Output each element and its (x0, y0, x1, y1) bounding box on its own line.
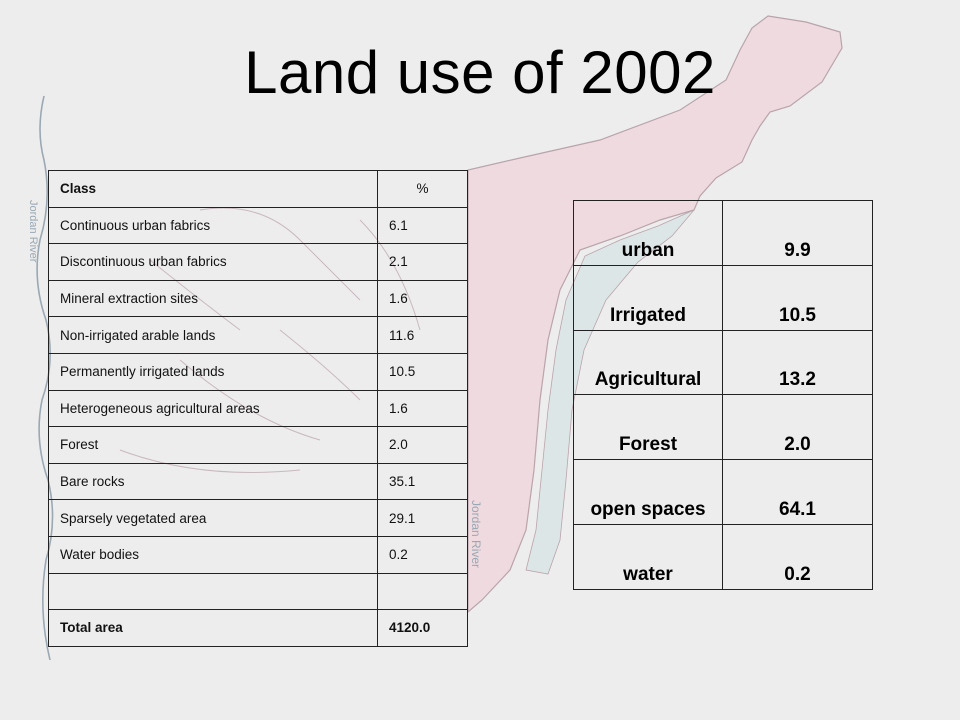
percent-cell: 35.1 (377, 462, 468, 501)
percent-cell: 1.6 (377, 279, 468, 318)
header-cell-class: Class (48, 170, 378, 208)
class-cell: Continuous urban fabrics (48, 206, 378, 245)
summary-label-cell: Agricultural (573, 329, 723, 396)
table-row: Sparsely vegetated area 29.1 (48, 499, 468, 537)
class-cell: Discontinuous urban fabrics (48, 243, 378, 281)
class-cell: Non-irrigated arable lands (48, 316, 378, 354)
summary-label-cell: Irrigated (573, 264, 723, 331)
class-cell: Water bodies (48, 535, 378, 574)
land-class-table-body: Class% Continuous urban fabrics 6.1 Discont… (48, 170, 468, 647)
percent-cell: 11.6 (377, 316, 468, 354)
summary-value-cell: 2.0 (722, 394, 873, 461)
summary-label-cell: urban (573, 200, 723, 266)
table-row: Heterogeneous agricultural areas 1.6 (48, 389, 468, 428)
land-summary-table-body: urban 9.9 Irrigated 10.5 Agricultural 13.2 For… (573, 200, 873, 590)
header-cell-percent: % (377, 170, 468, 208)
class-cell: Forest (48, 426, 378, 464)
table-row: Continuous urban fabrics 6.1 (48, 206, 468, 245)
summary-label-cell: water (573, 523, 723, 590)
table-row: Mineral extraction sites 1.6 (48, 279, 468, 318)
class-cell: Bare rocks (48, 462, 378, 501)
class-cell: Mineral extraction sites (48, 279, 378, 318)
land-summary-table: urban 9.9 Irrigated 10.5 Agricultural 13.2 For… (573, 200, 873, 590)
summary-row: Irrigated 10.5 (573, 264, 873, 331)
summary-value-cell: 9.9 (722, 200, 873, 266)
page-title: Land use of 2002 (244, 39, 716, 106)
summary-value-cell: 0.2 (722, 523, 873, 590)
percent-cell: 1.6 (377, 389, 468, 428)
class-cell: Heterogeneous agricultural areas (48, 389, 378, 428)
class-cell (48, 572, 378, 611)
total-row: Total area 4120.0 (48, 609, 468, 647)
land-class-table: Class% Continuous urban fabrics 6.1 Discont… (48, 170, 468, 647)
summary-label-cell: Forest (573, 394, 723, 461)
summary-row: Agricultural 13.2 (573, 329, 873, 396)
class-cell: Sparsely vegetated area (48, 499, 378, 537)
percent-cell: 0.2 (377, 535, 468, 574)
percent-cell: 29.1 (377, 499, 468, 537)
summary-value-cell: 64.1 (722, 459, 873, 525)
table-row: Non-irrigated arable lands 11.6 (48, 316, 468, 354)
summary-row: urban 9.9 (573, 200, 873, 266)
percent-cell: 6.1 (377, 206, 468, 245)
total-value-cell: 4120.0 (377, 609, 468, 647)
table-row: Bare rocks 35.1 (48, 462, 468, 501)
percent-cell (377, 572, 468, 611)
basin-outline (467, 15, 843, 614)
class-cell: Permanently irrigated lands (48, 352, 378, 391)
table-row: Water bodies 0.2 (48, 535, 468, 574)
summary-row: open spaces 64.1 (573, 459, 873, 525)
table-header-row: Class% (48, 170, 468, 208)
table-row: Permanently irrigated lands 10.5 (48, 352, 468, 391)
summary-row: water 0.2 (573, 523, 873, 590)
total-label-cell: Total area (48, 609, 378, 647)
river-label-left: Jordan River (27, 200, 39, 263)
table-row: Discontinuous urban fabrics 2.1 (48, 243, 468, 281)
percent-cell: 10.5 (377, 352, 468, 391)
summary-row: Forest 2.0 (573, 394, 873, 461)
percent-cell: 2.1 (377, 243, 468, 281)
river-label-right: Jordan River (469, 500, 483, 568)
summary-value-cell: 13.2 (722, 329, 873, 396)
summary-value-cell: 10.5 (722, 264, 873, 331)
percent-cell: 2.0 (377, 426, 468, 464)
table-row: Forest 2.0 (48, 426, 468, 464)
table-row (48, 572, 468, 611)
summary-label-cell: open spaces (573, 459, 723, 525)
